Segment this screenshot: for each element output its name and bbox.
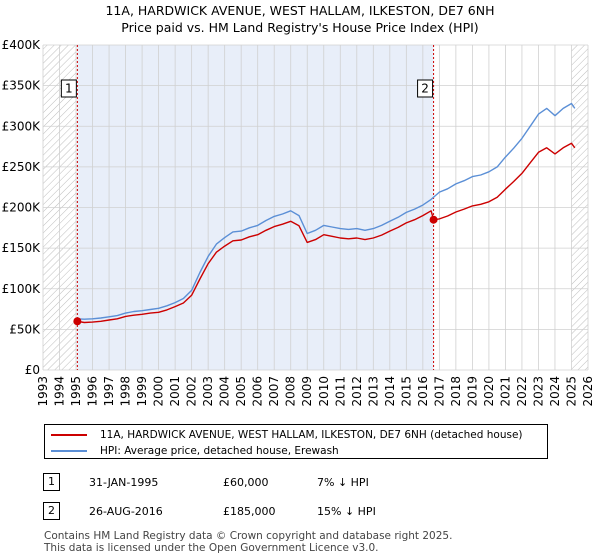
x-tick-label: 2009 bbox=[300, 376, 314, 407]
x-tick-label: 2016 bbox=[416, 376, 430, 407]
x-tick-label: 2015 bbox=[399, 376, 413, 407]
x-tick-label: 2001 bbox=[168, 376, 182, 407]
chart-marker-box-1 bbox=[60, 79, 77, 98]
y-tick-label: £150K bbox=[2, 241, 42, 255]
y-tick-label: £0 bbox=[25, 363, 40, 377]
x-tick-label: 2018 bbox=[449, 376, 463, 407]
chart-title: 11A, HARDWICK AVENUE, WEST HALLAM, ILKES… bbox=[0, 2, 600, 36]
x-tick-label: 2010 bbox=[317, 376, 331, 407]
footer-attribution: Contains HM Land Registry data © Crown c… bbox=[44, 530, 453, 554]
x-tick-label: 2026 bbox=[581, 376, 595, 407]
y-tick-label: £400K bbox=[2, 38, 42, 52]
x-tick-label: 2008 bbox=[284, 376, 298, 407]
sale-row-1: 1 31-JAN-1995 £60,000 7% ↓ HPI bbox=[0, 473, 600, 493]
x-tick-label: 1996 bbox=[86, 376, 100, 407]
chart-marker-label-1: 1 bbox=[65, 82, 73, 96]
x-tick-label: 1997 bbox=[102, 376, 116, 407]
title-address: 11A, HARDWICK AVENUE, WEST HALLAM, ILKES… bbox=[105, 3, 495, 18]
footer-copyright: Contains HM Land Registry data © Crown c… bbox=[44, 530, 453, 542]
x-tick-label: 2007 bbox=[267, 376, 281, 407]
sale-marker-2: 2 bbox=[43, 502, 60, 520]
sale-point-1 bbox=[73, 317, 82, 326]
sale-marker-1: 1 bbox=[43, 473, 60, 491]
x-tick-label: 2025 bbox=[564, 376, 578, 407]
x-tick-label: 2000 bbox=[152, 376, 166, 407]
y-tick-label: £50K bbox=[9, 322, 41, 336]
sale-row-2: 2 26-AUG-2016 £185,000 15% ↓ HPI bbox=[0, 502, 600, 522]
x-tick-label: 2004 bbox=[218, 376, 232, 407]
x-tick-label: 1999 bbox=[135, 376, 149, 407]
legend-swatch-property bbox=[51, 434, 87, 436]
y-tick-label: £350K bbox=[2, 79, 42, 93]
x-tick-label: 2017 bbox=[432, 376, 446, 407]
footer-license: This data is licensed under the Open Gov… bbox=[44, 541, 379, 554]
price-chart: 1 2 £0 £50K £100K £150K £200K £250K £300K £350K £… bbox=[2, 38, 595, 407]
sale-hpi-diff-1: 7% ↓ HPI bbox=[317, 476, 369, 489]
title-subtitle: Price paid vs. HM Land Registry's House … bbox=[121, 20, 479, 35]
x-tick-label: 2003 bbox=[201, 376, 215, 407]
price-paid-line bbox=[77, 142, 576, 324]
x-tick-label: 1994 bbox=[53, 376, 67, 407]
x-tick-label: 2020 bbox=[482, 376, 496, 407]
x-tick-label: 2012 bbox=[350, 376, 364, 407]
x-tick-label: 1995 bbox=[69, 376, 83, 407]
sale-price-2: £185,000 bbox=[223, 505, 276, 518]
x-tick-label: 1998 bbox=[119, 376, 133, 407]
x-tick-label: 2005 bbox=[234, 376, 248, 407]
x-tick-label: 1993 bbox=[36, 376, 50, 407]
y-tick-label: £250K bbox=[2, 160, 42, 174]
x-tick-label: 2021 bbox=[498, 376, 512, 407]
y-tick-label: £100K bbox=[2, 282, 42, 296]
chart-marker-box-2 bbox=[417, 79, 434, 98]
x-tick-label: 2022 bbox=[515, 376, 529, 407]
chart-marker-label-2: 2 bbox=[421, 82, 429, 96]
legend-swatch-hpi bbox=[51, 450, 87, 452]
y-tick-label: £200K bbox=[2, 201, 42, 215]
legend-label-property: 11A, HARDWICK AVENUE, WEST HALLAM, ILKES… bbox=[100, 429, 523, 441]
x-tick-label: 2024 bbox=[548, 376, 562, 407]
chart-legend: 11A, HARDWICK AVENUE, WEST HALLAM, ILKES… bbox=[44, 424, 548, 459]
sale-date-1: 31-JAN-1995 bbox=[89, 476, 159, 489]
sale-date-2: 26-AUG-2016 bbox=[89, 505, 163, 518]
hpi-line bbox=[75, 102, 576, 320]
y-tick-label: £300K bbox=[2, 119, 42, 133]
sale-price-1: £60,000 bbox=[223, 476, 269, 489]
sale-hpi-diff-2: 15% ↓ HPI bbox=[317, 505, 376, 518]
x-tick-label: 2006 bbox=[251, 376, 265, 407]
x-tick-label: 2023 bbox=[531, 376, 545, 407]
x-tick-label: 2019 bbox=[465, 376, 479, 407]
x-tick-label: 2002 bbox=[185, 376, 199, 407]
x-tick-label: 2014 bbox=[383, 376, 397, 407]
sale-point-2 bbox=[429, 215, 438, 224]
x-tick-label: 2013 bbox=[366, 376, 380, 407]
x-tick-label: 2011 bbox=[333, 376, 347, 407]
legend-label-hpi: HPI: Average price, detached house, Erew… bbox=[100, 445, 339, 457]
